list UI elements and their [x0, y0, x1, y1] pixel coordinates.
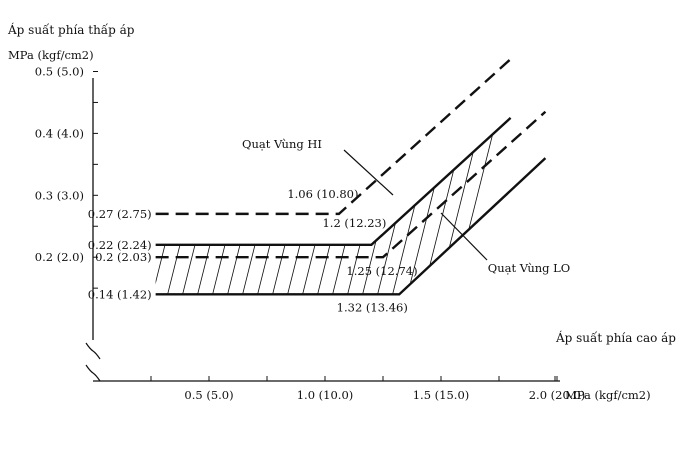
knee-label: 1.25 (12.74)	[346, 264, 417, 278]
series-line-2	[155, 110, 547, 259]
hatch-line	[224, 117, 306, 295]
x-tick-label: 1.5 (15.0)	[413, 388, 470, 402]
hatch-line	[359, 117, 441, 295]
y-axis-break	[85, 342, 101, 360]
y-axis-break	[85, 364, 101, 382]
x-axis-title: Áp suất phía cao áp	[555, 330, 676, 345]
series-start-label: 0.27 (2.75)	[88, 207, 152, 221]
hatch-line	[155, 117, 186, 295]
hatch-line	[155, 117, 231, 295]
hatch-line	[164, 117, 246, 295]
x-axis-unit: MPa (kgf/cm2)	[565, 388, 651, 402]
hatch-line	[179, 117, 261, 295]
callout-lo-label: Quạt Vùng LO	[488, 261, 570, 275]
hatch-line	[314, 117, 396, 295]
series-line-3	[155, 117, 512, 247]
hatch-lines	[60, 45, 516, 365]
series-line-4	[155, 157, 547, 296]
hatch-line	[254, 117, 336, 295]
hatched-region	[60, 45, 516, 365]
hatch-line	[329, 117, 411, 295]
x-tick-label: 2.0 (20.0)	[529, 388, 586, 402]
y-tick-label: 0.5 (5.0)	[35, 65, 84, 79]
axes	[85, 78, 560, 382]
hatch-line	[299, 117, 381, 295]
hatch-line	[284, 117, 366, 295]
ticks-group: 0.5 (5.0) 1.0 (10.0) 1.5 (15.0) 2.0 (20.0) 0…	[35, 65, 585, 403]
y-tick-label: 0.4 (4.0)	[35, 126, 84, 140]
hatch-line	[155, 117, 216, 295]
knee-label: 1.32 (13.46)	[337, 300, 408, 314]
hatch-line	[60, 45, 140, 365]
hatch-line	[269, 117, 351, 295]
y-axis-title: Áp suất phía thấp áp	[7, 22, 135, 37]
hatch-line	[389, 117, 471, 295]
hatch-line	[155, 117, 171, 295]
hatch-line	[344, 117, 426, 295]
hatch-line	[419, 117, 501, 295]
hatch-line	[194, 117, 276, 295]
knee-label: 1.06 (10.80)	[287, 187, 358, 201]
hatch-line	[404, 117, 486, 295]
series-start-label: 0.22 (2.24)	[88, 238, 152, 252]
hatch-line	[434, 117, 516, 295]
series-start-label: 0.2 (2.03)	[95, 250, 152, 264]
series-group	[155, 58, 547, 296]
y-axis-unit: MPa (kgf/cm2)	[8, 48, 94, 62]
knee-label: 1.2 (12.23)	[322, 216, 386, 230]
hatch-line	[75, 45, 155, 365]
callout-hi-label: Quạt Vùng HI	[242, 137, 322, 151]
labels-group: 0.27 (2.75) 0.22 (2.24)0.2 (2.03) 0.14 (1.…	[88, 137, 570, 314]
hatch-line	[155, 117, 201, 295]
callout-lo-leader	[440, 212, 488, 261]
y-tick-label: 0.2 (2.0)	[35, 250, 84, 264]
x-tick-label: 0.5 (5.0)	[184, 388, 233, 402]
x-tick-label: 1.0 (10.0)	[297, 388, 354, 402]
hatch-line	[209, 117, 291, 295]
series-start-label: 0.14 (1.42)	[88, 287, 152, 301]
hatch-line	[239, 117, 321, 295]
callout-hi-leader	[343, 149, 394, 196]
series-line-1	[155, 58, 512, 216]
y-tick-label: 0.3 (3.0)	[35, 188, 84, 202]
